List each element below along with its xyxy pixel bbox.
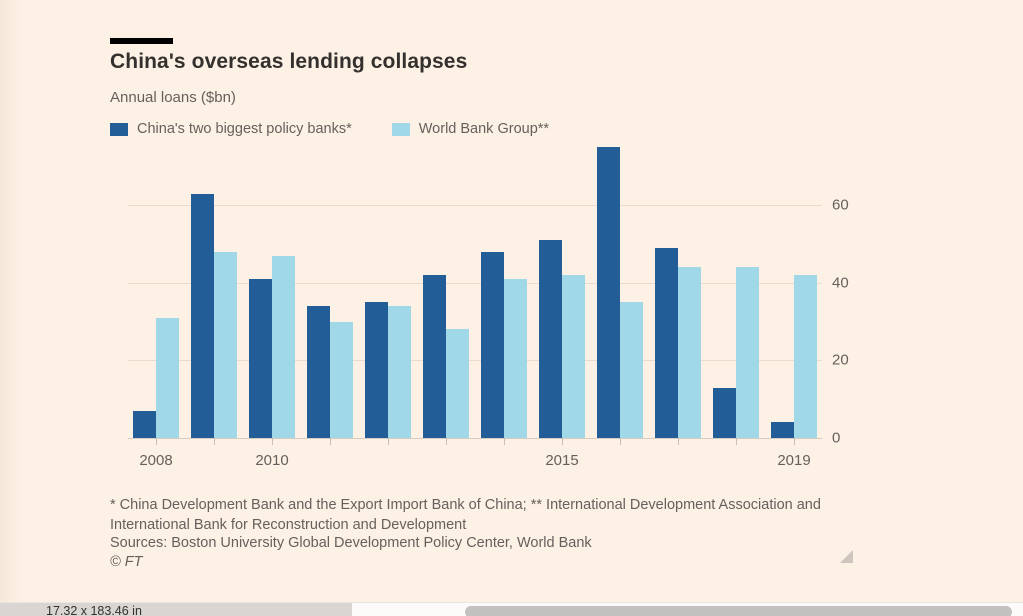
- bar-2008-world-bank: [156, 318, 179, 438]
- chart-sources: Sources: Boston University Global Develo…: [110, 535, 592, 551]
- bar-2014-policy-banks: [481, 252, 504, 438]
- x-axis-year-label: 2015: [545, 452, 579, 469]
- legend-item-world-bank: World Bank Group**: [391, 121, 550, 137]
- x-axis-tick: [678, 438, 679, 445]
- x-axis-tick: [330, 438, 331, 445]
- x-axis-tick: [214, 438, 215, 445]
- chart-legend: China's two biggest policy banks* World …: [110, 121, 549, 137]
- legend-item-policy-banks: China's two biggest policy banks*: [110, 121, 352, 137]
- horizontal-scrollbar-track[interactable]: [352, 603, 1023, 616]
- bar-2013-world-bank: [446, 329, 469, 438]
- x-axis-year-label: 2010: [255, 452, 289, 469]
- x-axis-tick: [504, 438, 505, 445]
- bar-2017-policy-banks: [655, 248, 678, 438]
- chart-footnote: * China Development Bank and the Export …: [110, 497, 821, 533]
- x-axis-tick: [794, 438, 795, 445]
- y-axis-tick-label: 40: [832, 274, 849, 292]
- bar-2016-world-bank: [620, 302, 643, 438]
- legend-swatch-dark-blue: [110, 122, 128, 136]
- bar-2009-world-bank: [214, 252, 237, 438]
- y-axis-tick-label: 0: [832, 429, 841, 447]
- y-axis-tick-label: 60: [832, 196, 849, 214]
- bar-2012-world-bank: [388, 306, 411, 438]
- x-axis-tick: [736, 438, 737, 445]
- chart-subtitle: Annual loans ($bn): [110, 89, 236, 106]
- x-axis-year-label: 2019: [777, 452, 811, 469]
- legend-swatch-light-blue: [391, 122, 410, 136]
- bar-2019-world-bank: [794, 275, 817, 438]
- bar-2010-world-bank: [272, 256, 295, 438]
- status-bar: 17.32 x 183.46 in: [0, 602, 1023, 616]
- chart-title: China's overseas lending collapses: [110, 50, 468, 73]
- bar-2012-policy-banks: [365, 302, 388, 438]
- bar-2016-policy-banks: [597, 147, 620, 438]
- bar-2013-policy-banks: [423, 275, 446, 438]
- ft-credit: © FT: [110, 554, 143, 570]
- x-axis-tick: [272, 438, 273, 445]
- gridline-20: [128, 360, 822, 361]
- gridline-40: [128, 283, 822, 284]
- bar-2018-world-bank: [736, 267, 759, 438]
- resize-handle-icon[interactable]: [840, 550, 853, 563]
- x-axis-baseline: [128, 438, 822, 439]
- bar-chart-plot-area: 0 20 40 60 2008 2010 2015 2019: [128, 147, 849, 469]
- x-axis-tick: [562, 438, 563, 445]
- x-axis-tick: [156, 438, 157, 445]
- x-axis-tick: [446, 438, 447, 445]
- chart-canvas: China's overseas lending collapses Annua…: [0, 0, 1023, 602]
- bar-2011-world-bank: [330, 322, 353, 438]
- x-axis-tick: [388, 438, 389, 445]
- bar-2017-world-bank: [678, 267, 701, 438]
- ft-title-tick: [110, 38, 173, 44]
- legend-label: China's two biggest policy banks*: [137, 121, 352, 137]
- bar-2018-policy-banks: [713, 388, 736, 438]
- bar-2014-world-bank: [504, 279, 527, 438]
- bar-2015-world-bank: [562, 275, 585, 438]
- bar-2010-policy-banks: [249, 279, 272, 438]
- image-dimensions-label: 17.32 x 183.46 in: [0, 603, 352, 616]
- bar-2019-policy-banks: [771, 422, 794, 438]
- x-axis-tick: [620, 438, 621, 445]
- gridline-60: [128, 205, 822, 206]
- y-axis-tick-label: 20: [832, 351, 849, 369]
- bar-2009-policy-banks: [191, 194, 214, 438]
- bar-2015-policy-banks: [539, 240, 562, 438]
- bar-2011-policy-banks: [307, 306, 330, 438]
- x-axis-year-label: 2008: [139, 452, 173, 469]
- horizontal-scrollbar-thumb[interactable]: [465, 606, 1012, 616]
- legend-label: World Bank Group**: [418, 121, 550, 137]
- bar-2008-policy-banks: [133, 411, 156, 438]
